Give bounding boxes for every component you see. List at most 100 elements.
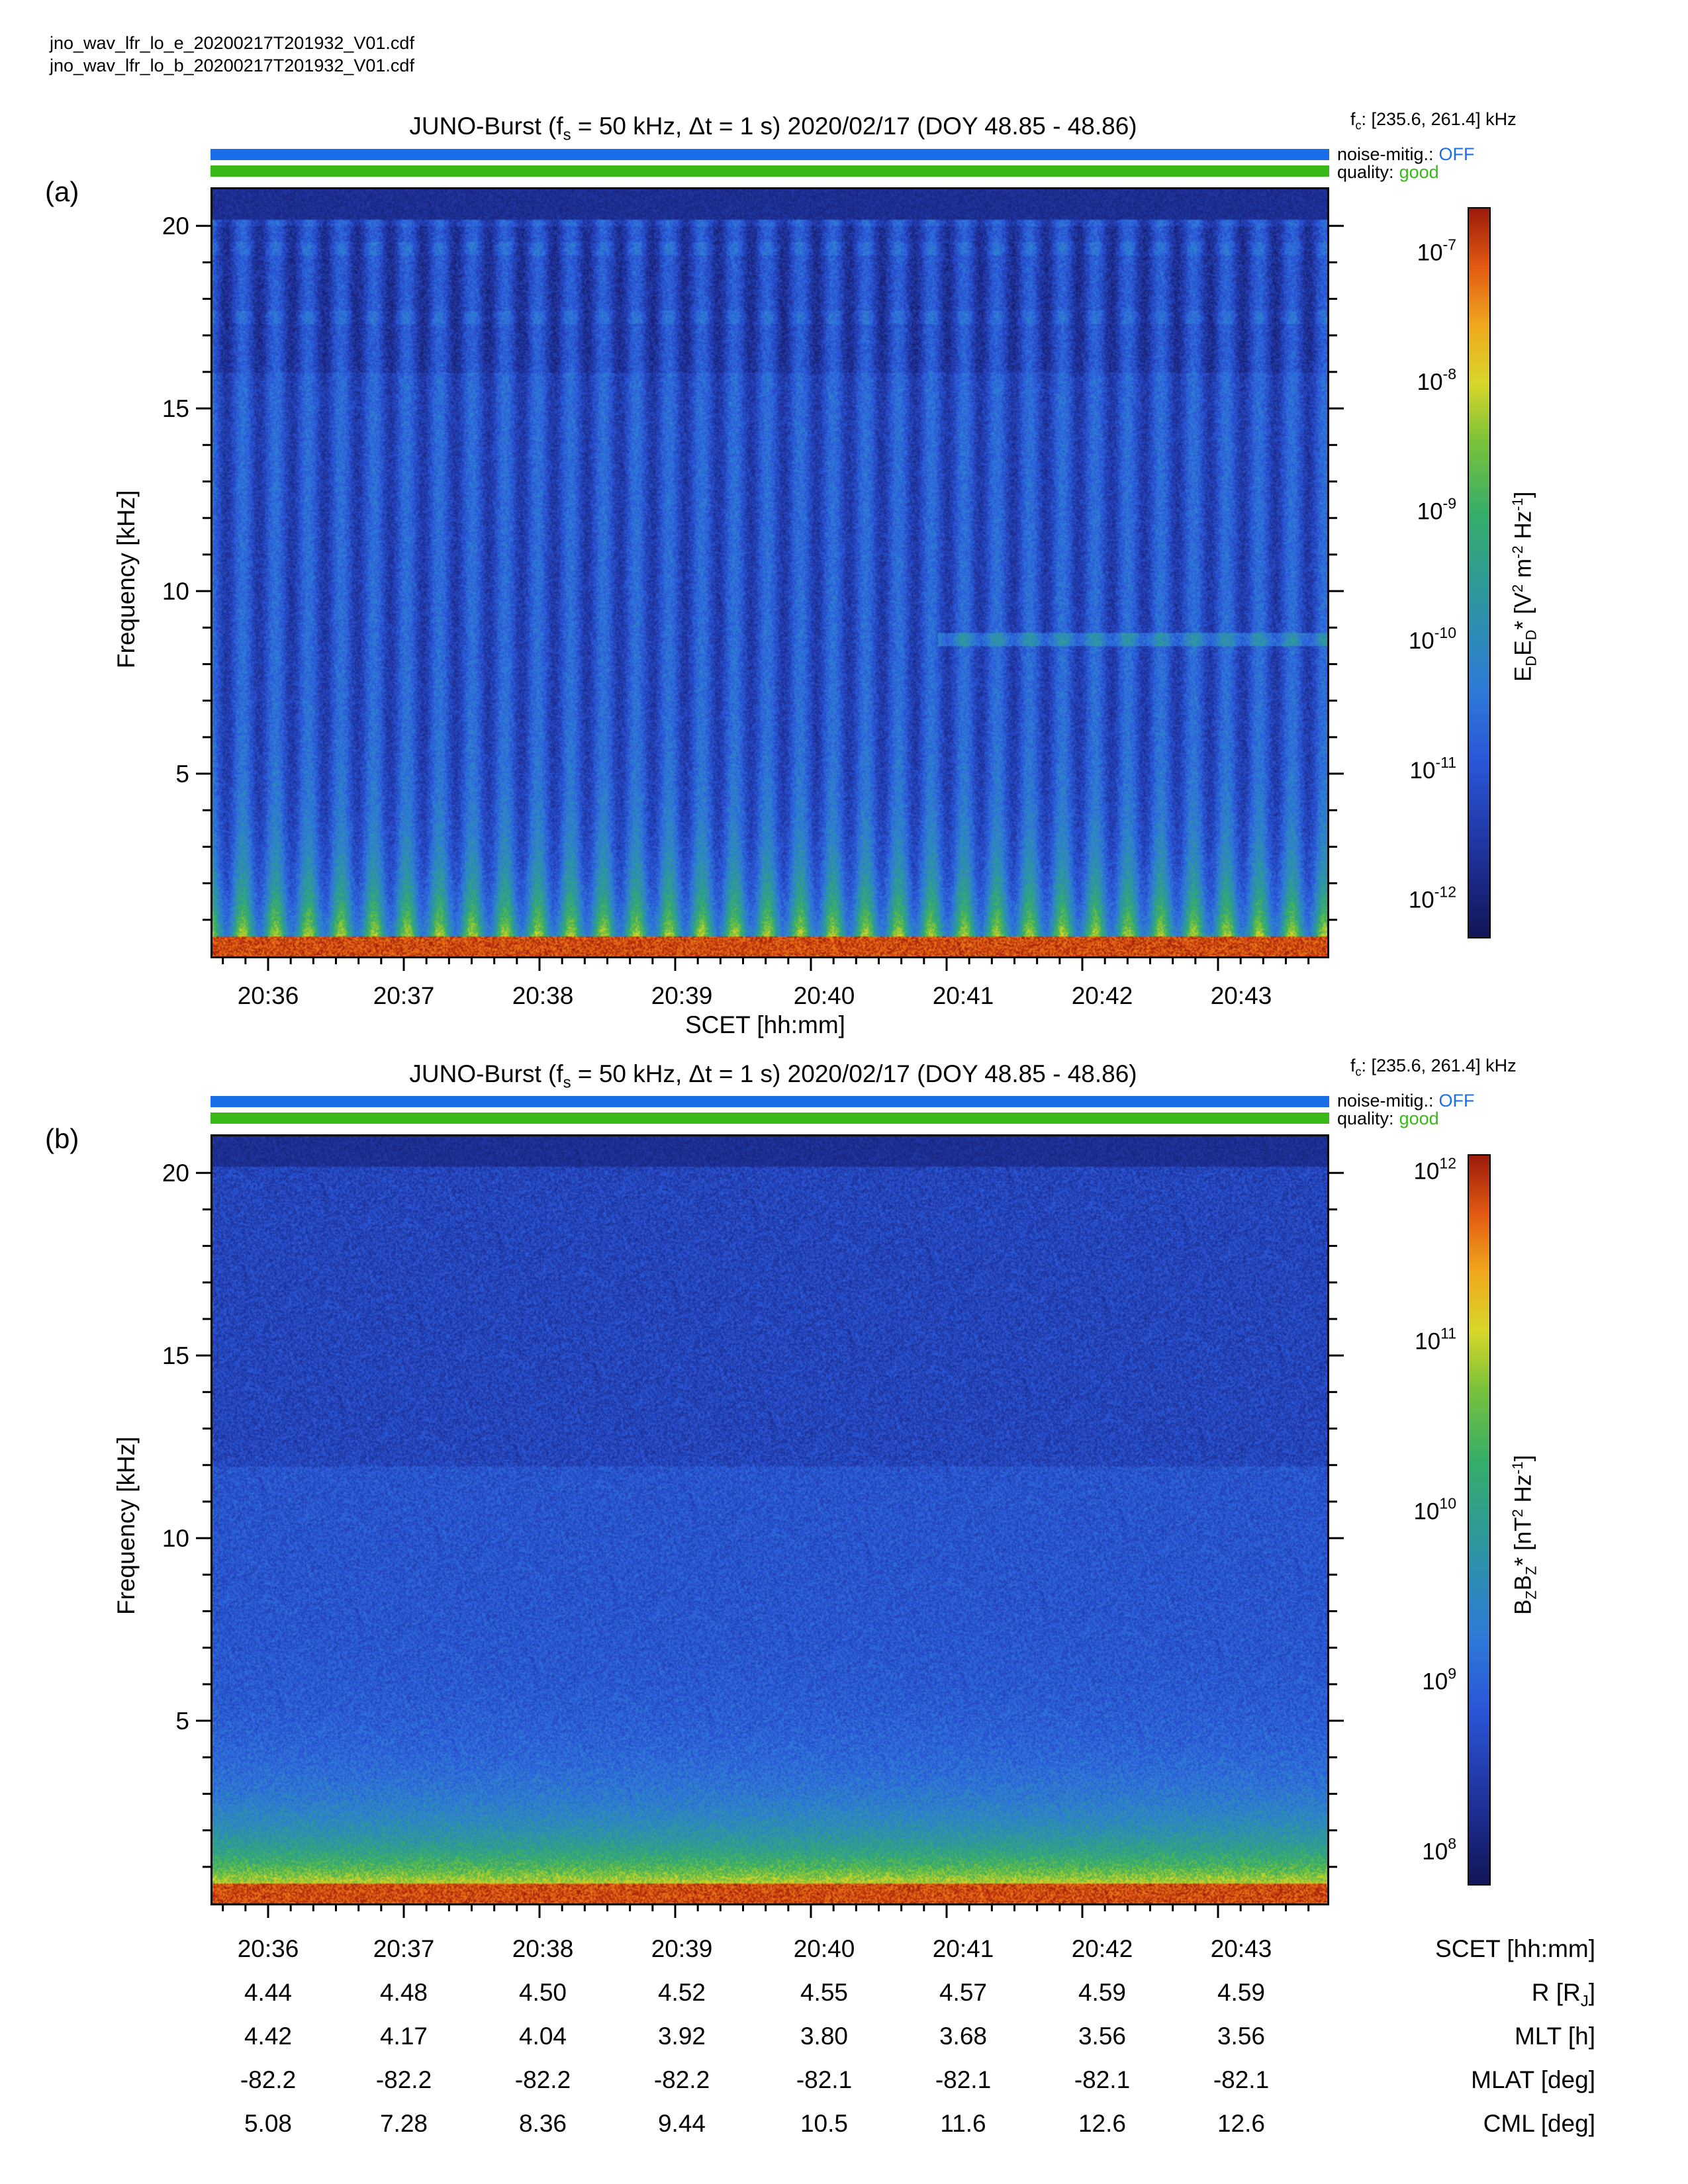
ephemeris-value: 4.42 [244,2023,292,2050]
ephemeris-value: 4.59 [1078,1979,1126,2006]
ephemeris-value: 12.6 [1217,2110,1265,2137]
y-tick-label: 20 [162,212,189,240]
ephemeris-value: 20:38 [512,1935,574,1962]
ephemeris-value: 4.17 [379,2023,428,2050]
ephemeris-value: 7.28 [379,2110,428,2137]
file-name-e: jno_wav_lfr_lo_e_20200217T201932_V01.cdf [50,33,414,53]
ephemeris-value: 12.6 [1078,2110,1126,2137]
ephemeris-value: 11.6 [940,2110,986,2137]
y-tick-label: 10 [162,578,189,605]
x-tick-label: 20:39 [651,982,713,1009]
colorbar-tick-label: 10-7 [1417,236,1456,265]
ephemeris-value: 20:39 [651,1935,713,1962]
ephemeris-value: 20:42 [1071,1935,1133,1962]
panel-a-colorbar [1468,207,1491,938]
ephemeris-value: -82.2 [375,2066,432,2093]
panel-b-quality-status: quality: good [1337,1109,1439,1128]
panel-b-fc: fc: [235.6, 261.4] kHz [1350,1056,1517,1079]
panel-a-quality-status: quality: good [1337,162,1439,182]
colorbar-tick-label: 10-11 [1410,754,1456,784]
ephemeris-value: 3.80 [800,2023,848,2050]
ephemeris-value: -82.2 [514,2066,571,2093]
colorbar-tick-label: 1011 [1415,1325,1456,1355]
panel-a-spectrogram [211,187,1329,958]
colorbar-tick-label: 10-10 [1409,624,1456,654]
ephemeris-value: 4.04 [518,2023,567,2050]
ephemeris-value: 20:36 [237,1935,299,1962]
panel-a-noise-status: noise-mitig.: OFF [1337,144,1475,164]
y-tick-label: 5 [175,760,189,788]
x-tick-label: 20:40 [794,982,855,1009]
ephemeris-value: 3.68 [939,2023,987,2050]
panel-b-noise-status: noise-mitig.: OFF [1337,1091,1475,1111]
ephemeris-row-label: MLT [h] [1514,2023,1595,2050]
x-tick-label: 20:37 [373,982,435,1009]
ephemeris-value: 4.50 [518,1979,567,2006]
ephemeris-value: 3.92 [657,2023,706,2050]
ephemeris-value: -82.2 [653,2066,710,2093]
panel-a-quality-bar [211,165,1329,177]
noise-off-value: OFF [1438,144,1475,164]
colorbar-tick-label: 108 [1422,1835,1456,1865]
panel-b-ylabel: Frequency [kHz] [113,1436,140,1615]
panel-b-noise-bar [211,1096,1329,1107]
panel-b-colorbar [1468,1154,1491,1886]
quality-good-value: good [1399,1109,1439,1128]
panel-a-label: (a) [45,176,79,207]
panel-a-xlabel: SCET [hh:mm] [685,1011,845,1038]
ephemeris-value: -82.2 [240,2066,297,2093]
x-tick-label: 20:43 [1211,982,1272,1009]
x-tick-label: 20:38 [512,982,574,1009]
ephemeris-value: 20:37 [373,1935,435,1962]
colorbar-tick-label: 10-12 [1409,883,1456,913]
ephemeris-value: 4.59 [1217,1979,1265,2006]
y-tick-label: 20 [162,1160,189,1187]
colorbar-tick-label: 10-9 [1417,495,1456,525]
x-tick-label: 20:36 [238,982,299,1009]
y-tick-label: 5 [175,1707,189,1735]
panel-b-colorbar-label: BZBZ* [nT2 Hz-1] [1509,1455,1540,1615]
y-tick-label: 10 [162,1525,189,1552]
ephemeris-value: -82.1 [1213,2066,1270,2093]
ephemeris-value: 4.48 [379,1979,428,2006]
y-tick-label: 15 [162,395,189,422]
ephemeris-value: 20:43 [1210,1935,1272,1962]
ephemeris-value: 3.56 [1217,2023,1265,2050]
colorbar-tick-label: 109 [1422,1665,1456,1695]
panel-b-label: (b) [45,1123,79,1154]
ephemeris-value: 20:41 [932,1935,994,1962]
colorbar-tick-label: 1012 [1413,1155,1456,1185]
ephemeris-value: 4.44 [244,1979,292,2006]
ephemeris-value: 8.36 [518,2110,567,2137]
ephemeris-row-label: SCET [hh:mm] [1435,1935,1595,1962]
x-tick-label: 20:41 [933,982,994,1009]
ephemeris-value: -82.1 [1074,2066,1131,2093]
ephemeris-value: -82.1 [796,2066,853,2093]
panel-b-title: JUNO-Burst (fs = 50 kHz, Δt = 1 s) 2020/… [409,1060,1137,1092]
ephemeris-value: 10.5 [800,2110,848,2137]
ephemeris-value: 9.44 [657,2110,706,2137]
ephemeris-row-label: CML [deg] [1483,2110,1595,2137]
ephemeris-value: 4.55 [800,1979,848,2006]
file-name-b: jno_wav_lfr_lo_b_20200217T201932_V01.cdf [50,56,414,75]
colorbar-tick-label: 1010 [1413,1495,1456,1525]
ephemeris-value: -82.1 [935,2066,992,2093]
panel-b-quality-bar [211,1113,1329,1124]
x-tick-label: 20:42 [1072,982,1133,1009]
ephemeris-value: 4.57 [939,1979,987,2006]
ephemeris-row-label: R [RJ] [1531,1979,1595,2011]
colorbar-tick-label: 10-8 [1417,365,1456,395]
panel-a-title: JUNO-Burst (fs = 50 kHz, Δt = 1 s) 2020/… [409,113,1137,144]
panel-b-spectrogram [211,1134,1329,1905]
y-tick-label: 15 [162,1342,189,1369]
panel-a-noise-bar [211,149,1329,160]
panel-a-fc: fc: [235.6, 261.4] kHz [1350,109,1517,132]
ephemeris-value: 4.52 [657,1979,706,2006]
quality-good-value: good [1399,162,1439,182]
ephemeris-value: 5.08 [244,2110,292,2137]
ephemeris-value: 3.56 [1078,2023,1126,2050]
noise-off-value: OFF [1438,1091,1475,1111]
ephemeris-value: 20:40 [793,1935,855,1962]
ephemeris-row-label: MLAT [deg] [1471,2066,1595,2093]
